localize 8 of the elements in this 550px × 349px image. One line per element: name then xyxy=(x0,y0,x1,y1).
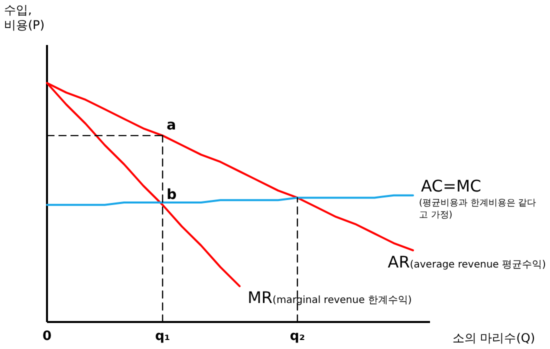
y-axis-title: 수입, 비용(P) xyxy=(4,3,45,32)
x-tick-label: 0 xyxy=(42,329,52,344)
annotation: (평균비용과 한계비용은 같다고 가정) xyxy=(419,198,536,220)
annotation: b xyxy=(166,186,177,203)
x-tick-label: q₂ xyxy=(290,329,305,344)
annotation: a xyxy=(166,118,176,134)
x-axis-title: 소의 마리수(Q) xyxy=(452,331,535,345)
x-tick-label: q₁ xyxy=(155,329,170,344)
